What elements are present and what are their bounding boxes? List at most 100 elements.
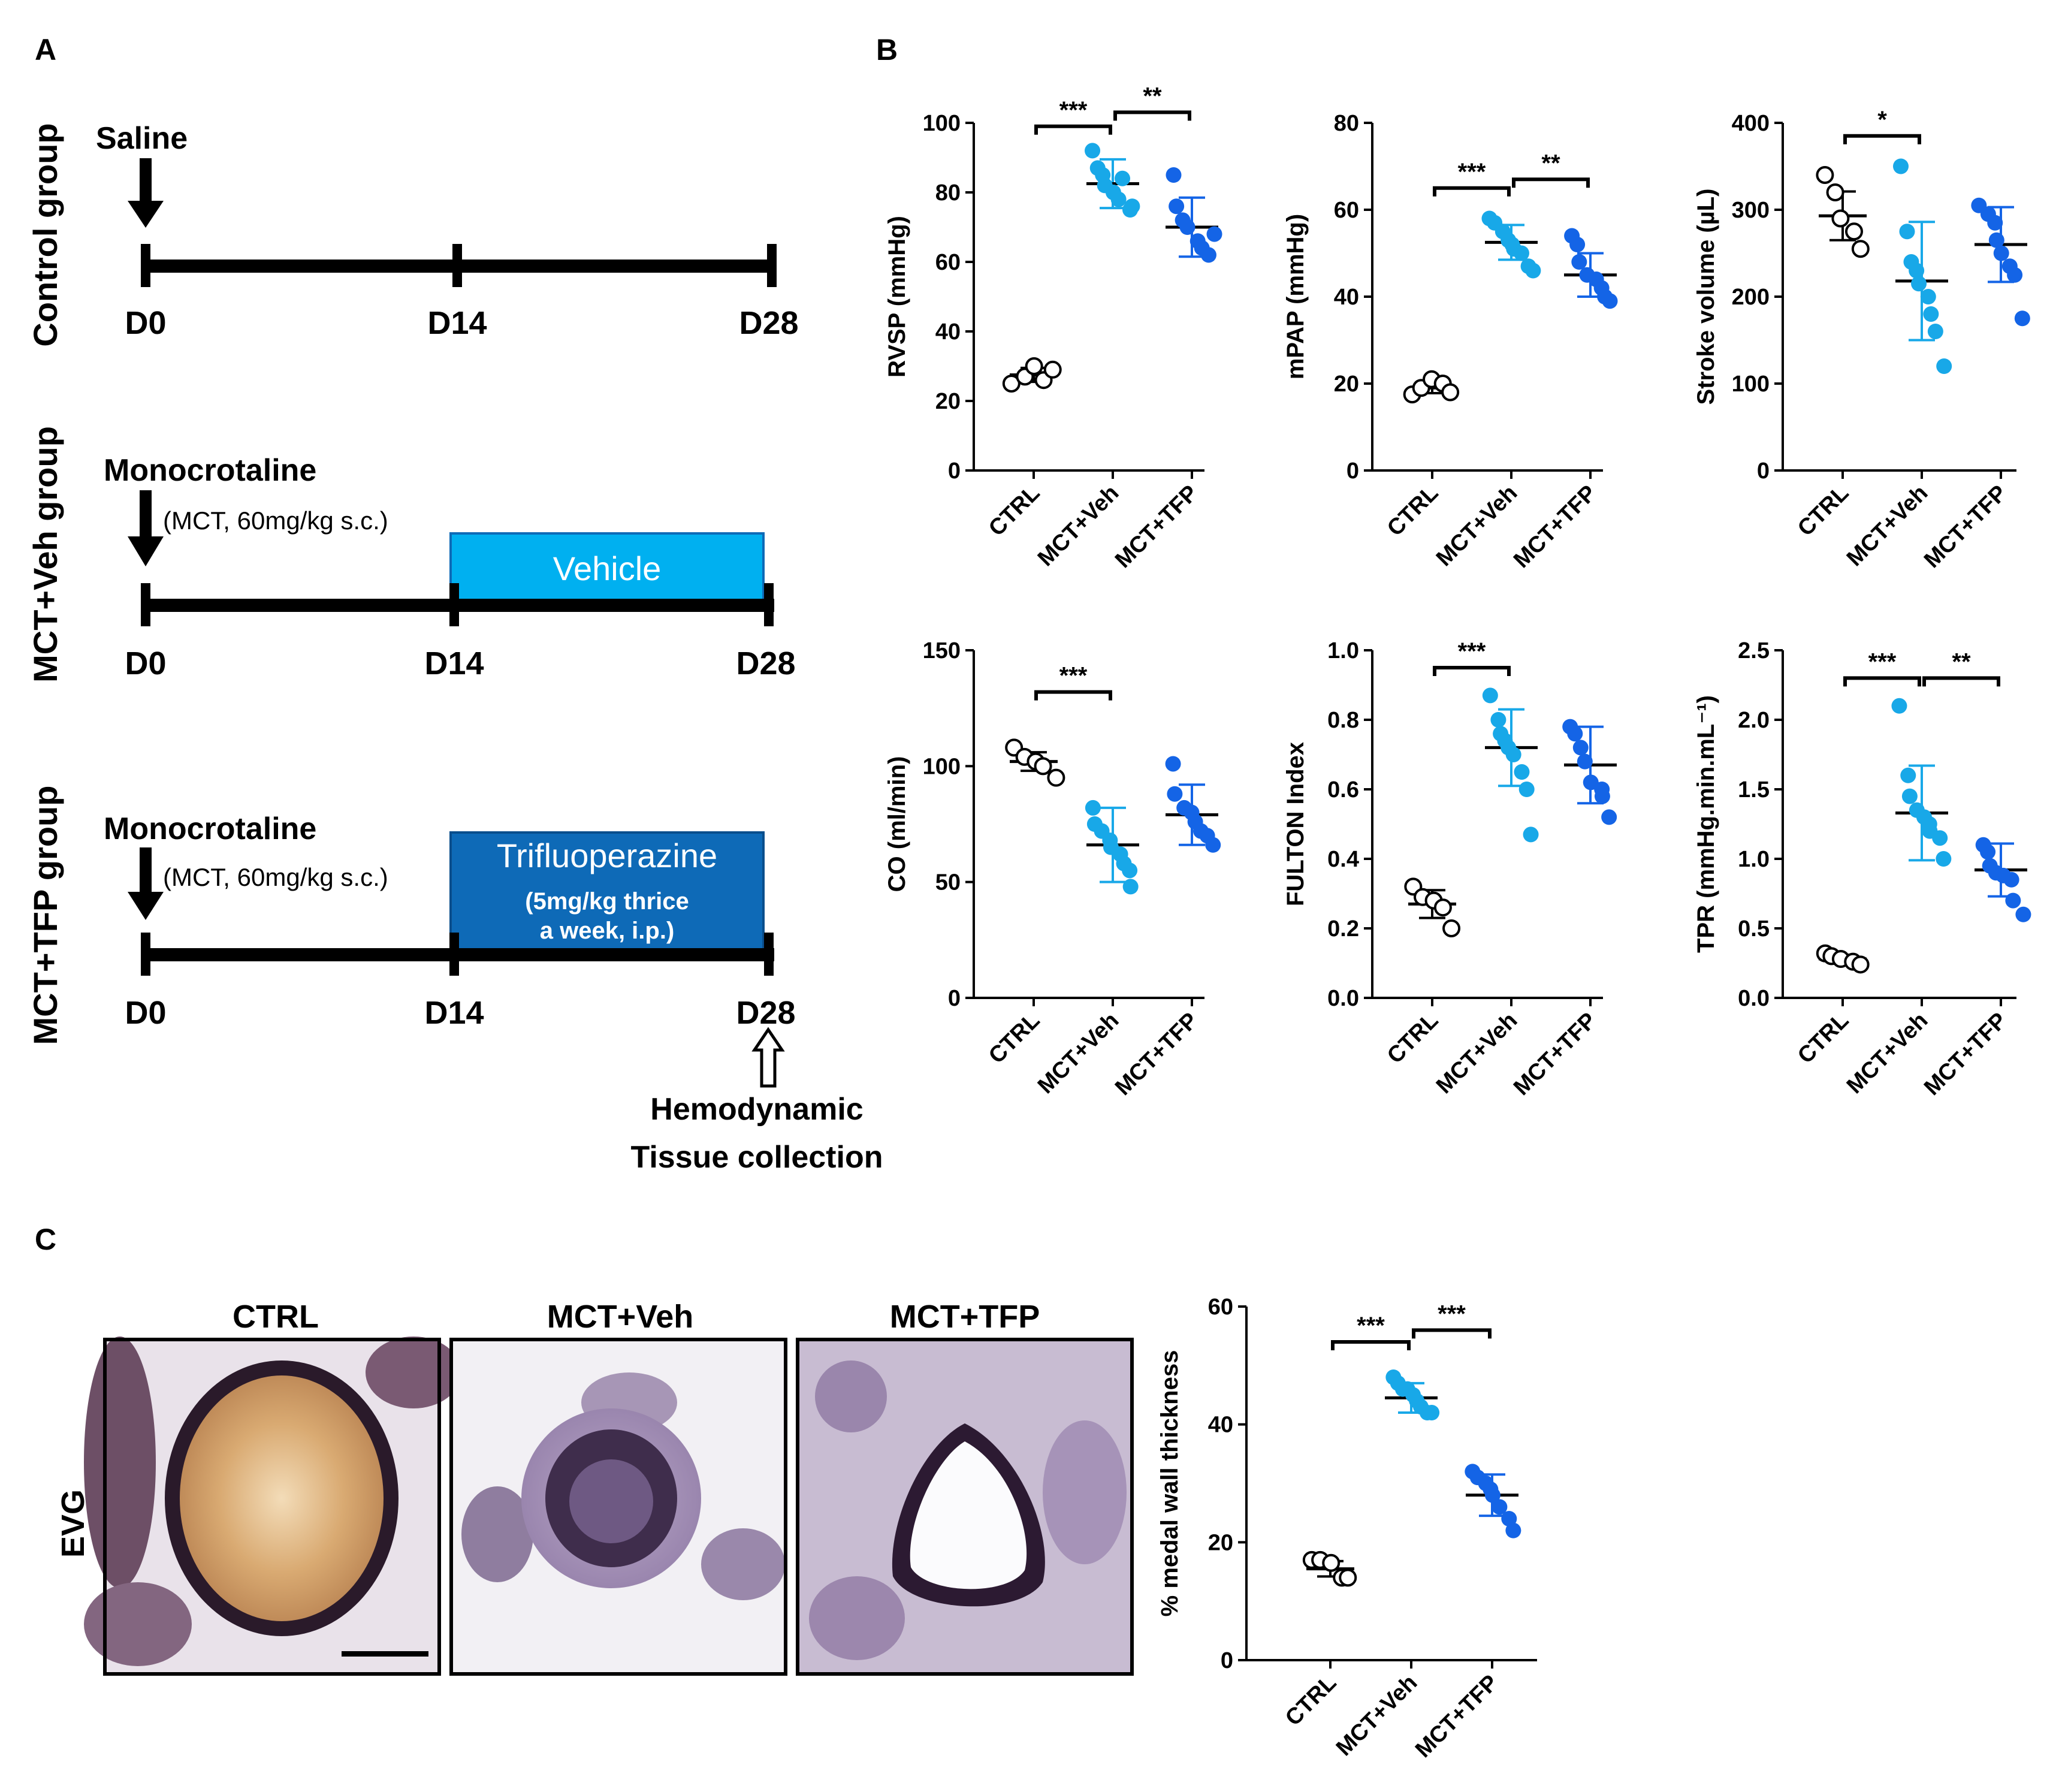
dose-label: (MCT, 60mg/kg s.c.)	[163, 863, 388, 891]
data-point	[1900, 767, 1916, 783]
data-point	[1492, 1499, 1508, 1515]
x-tick-label: CTRL	[984, 1008, 1044, 1069]
data-point	[1025, 357, 1043, 375]
tick-d0	[141, 583, 150, 626]
significance-bracket	[1512, 177, 1590, 188]
y-tick-label: 2.5	[1738, 638, 1770, 663]
y-axis-label: % medal wall thickness	[1157, 1350, 1183, 1617]
data-point	[1322, 1553, 1341, 1572]
day-label-d14: D14	[424, 995, 484, 1031]
x-tick-label: MCT+Veh	[1033, 481, 1124, 571]
x-tick-label: MCT+Veh	[1432, 1008, 1522, 1099]
data-point	[1047, 768, 1065, 787]
data-point	[1993, 245, 2009, 261]
data-point	[1936, 851, 1952, 867]
data-point	[1165, 756, 1181, 772]
significance-bracket	[1113, 110, 1191, 121]
data-point	[2007, 267, 2023, 283]
y-tick-label: 0	[1757, 458, 1770, 484]
data-point	[1831, 209, 1850, 228]
significance-bracket	[1331, 1340, 1411, 1350]
x-tick-label: MCT+TFP	[1509, 481, 1601, 573]
data-point	[2014, 310, 2030, 327]
y-tick-label: 0.6	[1327, 777, 1359, 803]
y-tick-label: 0.4	[1327, 847, 1359, 872]
data-point	[1200, 247, 1216, 263]
data-point	[1124, 198, 1140, 215]
data-point	[1525, 263, 1541, 279]
y-tick-label: 40	[1208, 1413, 1233, 1438]
dose-arrow-head	[128, 201, 164, 228]
x-tick-label: CTRL	[984, 481, 1044, 541]
data-point	[1601, 809, 1617, 825]
day-label-d0: D0	[125, 995, 166, 1031]
tick-d0	[141, 933, 150, 976]
dose-label: (MCT, 60mg/kg s.c.)	[163, 506, 388, 535]
significance-label: ***	[1059, 97, 1088, 123]
tick-d28	[764, 933, 774, 976]
data-point	[1490, 712, 1507, 728]
day-label-d28: D28	[736, 995, 795, 1031]
panel-label-a: A	[35, 33, 56, 67]
y-tick-label: 60	[935, 250, 961, 275]
y-tick-label: 100	[923, 111, 961, 136]
day-label-d14: D14	[427, 305, 487, 341]
data-point	[2015, 906, 2031, 922]
x-tick-label: MCT+TFP	[1919, 481, 2012, 573]
tick-d28	[764, 583, 774, 626]
chart-6: 0.0 0.5 1.0 1.5 2.0 2.5 TPR (mmHg.min.mL⁻¹) CTR…	[1693, 638, 2031, 1100]
significance-label: ***	[1458, 159, 1486, 185]
data-point	[1602, 293, 1618, 309]
histology-title-tfp: MCT+TFP	[890, 1299, 1040, 1335]
data-point	[1892, 158, 1909, 174]
tfp-box-dose-line-2: a week, i.p.)	[540, 918, 675, 944]
data-point	[1122, 879, 1139, 895]
y-tick-label: 0	[948, 458, 961, 484]
panel-label-b: B	[876, 33, 898, 67]
tfp-box-label: Trifluoperazine	[497, 837, 717, 874]
data-point	[1002, 375, 1021, 393]
y-tick-label: 0	[948, 986, 961, 1011]
x-tick-label: MCT+Veh	[1842, 481, 1933, 571]
chart-7: 0 20 40 60 % medal wall thickness CTRLMCT+Veh…	[1157, 1295, 1537, 1763]
x-tick-label: CTRL	[1793, 1008, 1853, 1069]
y-tick-label: 2.0	[1738, 708, 1770, 733]
y-axis-label: FULTON Index	[1282, 742, 1309, 906]
y-tick-label: 100	[1732, 372, 1770, 397]
data-point	[1936, 358, 1952, 374]
y-tick-label: 60	[1208, 1295, 1233, 1320]
data-point	[1179, 219, 1195, 235]
y-tick-label: 60	[1334, 198, 1359, 223]
data-point	[2003, 871, 2019, 888]
group-label-mct-veh: MCT+Veh group	[26, 426, 64, 683]
y-tick-label: 1.5	[1738, 777, 1770, 803]
tick-d14	[449, 583, 459, 626]
y-tick-label: 150	[923, 638, 961, 663]
data-point	[1901, 788, 1918, 804]
data-point	[1844, 222, 1863, 241]
significance-label: ***	[1458, 638, 1486, 665]
y-tick-label: 20	[1208, 1530, 1233, 1555]
endpoint-arrow-icon	[751, 1027, 785, 1088]
significance-label: **	[1541, 150, 1560, 176]
data-point	[1927, 324, 1943, 339]
data-point	[1851, 240, 1870, 258]
histology-image-veh	[449, 1338, 787, 1676]
y-tick-label: 80	[1334, 111, 1359, 136]
y-tick-label: 200	[1732, 285, 1770, 310]
significance-label: **	[1952, 648, 1971, 675]
data-point	[1988, 232, 2004, 248]
data-point	[1441, 383, 1460, 402]
data-point	[1206, 226, 1222, 242]
y-tick-label: 20	[1334, 372, 1359, 397]
timeline-mct-tfp: MCT+TFP group Monocrotaline (MCT, 60mg/k…	[26, 786, 883, 1175]
significance-label: ***	[1059, 663, 1088, 689]
y-axis-label: CO (ml/min)	[884, 756, 910, 892]
data-point	[1571, 254, 1587, 270]
day-label-d28: D28	[739, 305, 798, 341]
significance-label: ***	[1357, 1313, 1385, 1339]
y-tick-label: 40	[1334, 285, 1359, 310]
data-point	[1442, 919, 1461, 937]
y-tick-label: 40	[935, 319, 961, 345]
